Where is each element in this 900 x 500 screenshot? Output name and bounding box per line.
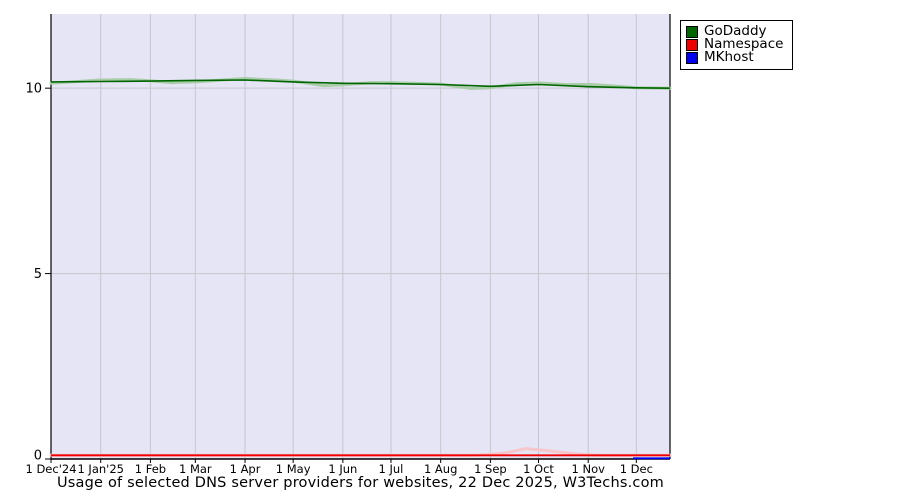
- legend-swatch-mkhost: [686, 51, 698, 64]
- x-tick-label: 1 Feb: [135, 462, 166, 476]
- legend-item-namespace: Namespace: [686, 36, 784, 52]
- legend: GoDaddy Namespace MKhost: [680, 20, 794, 70]
- x-tick-label: 1 Oct: [523, 462, 554, 476]
- y-tick-label: 0: [34, 449, 42, 464]
- legend-swatch-namespace: [686, 38, 698, 51]
- y-tick-label: 5: [34, 267, 42, 282]
- x-tick-label: 1 Mar: [179, 462, 212, 476]
- x-tick-label: 1 Nov: [572, 462, 606, 476]
- legend-label-mkhost: MKhost: [704, 49, 754, 65]
- x-tick-label: 1 Dec'24: [25, 462, 76, 476]
- series-halo-godaddy: [49, 77, 672, 90]
- y-tick-label: 10: [25, 82, 42, 97]
- x-tick-label: 1 Jan'25: [77, 462, 124, 476]
- x-tick-label: 1 Apr: [230, 462, 261, 476]
- x-tick-label: 1 Jul: [379, 462, 404, 476]
- legend-swatch-godaddy: [686, 25, 698, 38]
- x-tick-label: 1 Dec: [620, 462, 653, 476]
- series-line-godaddy: [50, 79, 671, 89]
- x-tick-label: 1 Jun: [328, 462, 357, 476]
- legend-item-godaddy: GoDaddy: [686, 23, 783, 39]
- chart-title: Usage of selected DNS server providers f…: [56, 475, 664, 491]
- x-tick-label: 1 Aug: [424, 462, 457, 476]
- legend-item-mkhost: MKhost: [686, 49, 783, 65]
- legend-label-namespace: Namespace: [704, 36, 784, 52]
- x-tick-label: 1 May: [276, 462, 311, 476]
- x-tick-label: 1 Sep: [474, 462, 507, 476]
- legend-label-godaddy: GoDaddy: [704, 23, 767, 39]
